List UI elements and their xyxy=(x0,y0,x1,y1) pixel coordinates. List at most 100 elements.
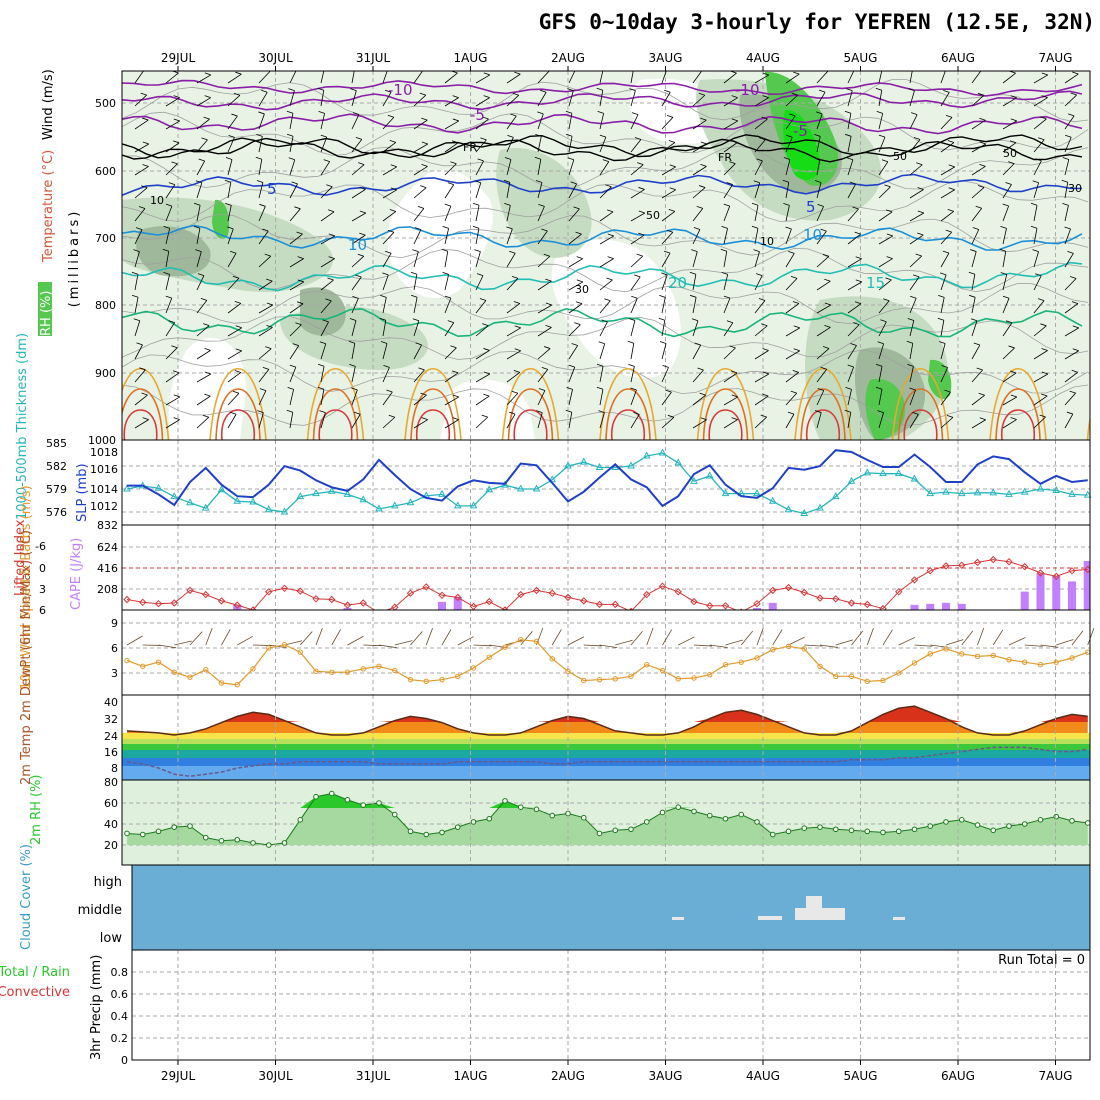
wind-barb xyxy=(878,389,883,406)
wind-barb xyxy=(754,300,766,314)
rh2m-tick: 40 xyxy=(104,818,118,831)
wind-barb xyxy=(320,90,325,107)
wind-barb xyxy=(165,120,181,130)
wind-barb-flag xyxy=(731,370,738,374)
wind-barb-flag xyxy=(482,323,489,327)
wind-barb-flag xyxy=(328,256,335,260)
wind-barb xyxy=(754,118,768,130)
wind-barb xyxy=(413,320,420,337)
wind-barb-flag xyxy=(387,229,395,233)
wind10-point xyxy=(313,668,319,675)
wind-barb-flag xyxy=(545,324,552,328)
lifted-index-point xyxy=(564,593,572,602)
date-label-top: 31JUL xyxy=(356,51,391,65)
rh-band-white xyxy=(168,338,246,440)
rh2m-point xyxy=(832,826,839,833)
wind10-barb xyxy=(961,630,974,646)
wind10-point xyxy=(140,663,146,670)
rh-band-white xyxy=(551,239,681,379)
wind-barb xyxy=(165,274,170,291)
wind-barb-flag xyxy=(947,208,954,212)
wind-barb xyxy=(289,303,304,314)
isotherm xyxy=(122,367,170,440)
wind-barb xyxy=(847,90,853,107)
wind-barb-flag xyxy=(349,363,356,367)
wind-barb-flag xyxy=(204,72,211,76)
wind-barb-flag xyxy=(384,89,392,93)
legend-rh: RH (%) xyxy=(39,291,54,336)
wind-barb-flag xyxy=(162,248,169,252)
wind-barb-flag xyxy=(261,89,268,93)
isotherm xyxy=(123,409,158,440)
wind-barb-flag xyxy=(420,392,427,396)
wind-barb xyxy=(227,414,237,429)
wind-barb xyxy=(196,160,206,176)
wind-barb xyxy=(134,187,148,199)
thickness-point xyxy=(406,498,415,506)
wind-barb-flag xyxy=(541,228,548,232)
date-label-bottom: 3AUG xyxy=(649,1069,683,1083)
wind-barb-flag xyxy=(908,88,915,92)
rh2m-point xyxy=(517,804,524,811)
wind-barb xyxy=(475,182,482,199)
wind-barb-flag xyxy=(877,341,884,345)
wind-barb-flag xyxy=(534,156,541,160)
wind-barb-flag xyxy=(698,92,705,96)
wind-barb xyxy=(692,119,707,130)
pressure-tick: 900 xyxy=(95,367,116,380)
wind-barb-flag xyxy=(294,206,301,210)
thickness-point xyxy=(249,497,257,505)
wind-barb-flag xyxy=(357,253,364,257)
wind-barb-flag xyxy=(938,294,945,298)
wind-barb xyxy=(723,163,736,176)
temp2m-panel: 40 32 24 16 8 2m Temp 2m DewPt (6hr Min/… xyxy=(19,530,1091,785)
wind10-barb xyxy=(410,631,423,646)
lifted-index-point xyxy=(611,600,619,609)
wind-barb-flag xyxy=(1041,95,1048,98)
wind-barb xyxy=(444,228,449,245)
wind-barb xyxy=(723,322,734,337)
wind-barb xyxy=(351,139,363,153)
wind-barb xyxy=(165,163,178,176)
lifted-index-point xyxy=(769,586,777,595)
wind-barb-flag xyxy=(1040,116,1047,120)
thickness-point xyxy=(674,458,683,466)
date-label-top: 7AUG xyxy=(1039,51,1073,65)
wind-barb xyxy=(289,113,294,130)
wind-barb-flag xyxy=(596,363,604,367)
wind-barb xyxy=(878,279,892,291)
rh2m-point xyxy=(218,838,225,844)
wind-barb-flag xyxy=(631,295,638,299)
wind-barb xyxy=(630,320,636,337)
wind-barb-flag xyxy=(598,65,604,67)
wind-barb xyxy=(1002,184,1012,199)
wind-barb-flag xyxy=(352,295,359,299)
wind-barb xyxy=(599,389,604,406)
wind10-barb xyxy=(1040,644,1059,648)
wind-barb-flag xyxy=(694,342,701,346)
isotherm xyxy=(410,388,456,440)
thickness-point xyxy=(1005,489,1013,497)
wind-barb-flag xyxy=(235,325,242,329)
wind-barb-flag xyxy=(1009,140,1017,144)
slp-tick: 1014 xyxy=(90,483,118,496)
wind-barb-flag xyxy=(876,111,883,114)
wind-barb xyxy=(1033,350,1048,360)
wind10-barb xyxy=(299,631,313,646)
rh2m-point xyxy=(722,815,729,822)
thickness-point xyxy=(327,486,336,494)
wind-barb xyxy=(723,97,738,107)
thickness-point xyxy=(375,504,383,512)
wind-barb xyxy=(661,166,676,176)
temp-series xyxy=(126,705,1088,736)
wind-barb xyxy=(165,322,176,337)
wind-barb xyxy=(506,392,519,406)
wind-barb xyxy=(816,326,831,337)
wind-barb xyxy=(1033,275,1042,291)
wind-barb xyxy=(227,73,242,84)
wind-barb xyxy=(506,73,521,84)
li-tick: 6 xyxy=(39,604,46,617)
wind10-barb xyxy=(615,639,633,646)
thickness-point xyxy=(1020,487,1029,495)
wind-barb xyxy=(134,166,149,176)
